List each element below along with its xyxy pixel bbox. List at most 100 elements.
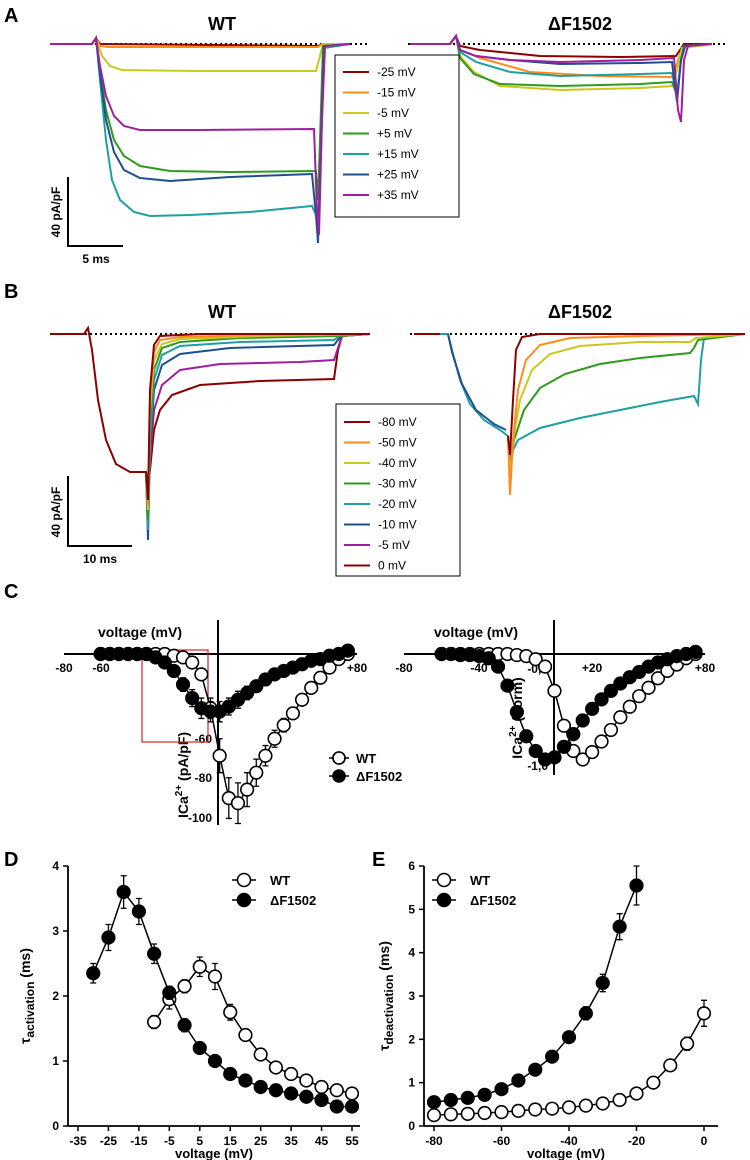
data-point: [116, 884, 131, 900]
panel-d-xtick-label: -15: [130, 1134, 148, 1148]
data-point: [490, 659, 506, 674]
data-point: [344, 1099, 360, 1114]
panel-d-xtick-label: -25: [100, 1134, 118, 1148]
panel-e-xlabel: voltage (mV): [527, 1146, 605, 1160]
panel-b-legend-label: -50 mV: [378, 436, 417, 450]
panel-d-xtick-label: -5: [164, 1134, 175, 1148]
data-point: [460, 1090, 475, 1105]
trace-b-mut-minus30: [507, 333, 746, 466]
panel-b-wt-traces: [50, 325, 371, 541]
panel-b-legend: -80 mV -50 mV -40 mV -30 mV -20 mV -10 mV -5 m…: [335, 403, 461, 577]
panel-b-legend-label: -10 mV: [378, 518, 417, 532]
data-point: [304, 680, 319, 696]
panel-a-scale-x-label: 5 ms: [82, 252, 110, 266]
data-point: [443, 1107, 458, 1122]
data-point: [443, 1092, 458, 1108]
data-point: [528, 743, 543, 759]
trace-b-wt-0: [50, 325, 371, 489]
panel-a-title-mutant: ΔF1502: [548, 14, 612, 34]
panel-e-plot: [426, 865, 712, 1123]
data-point: [276, 718, 291, 733]
data-point: [344, 1086, 360, 1101]
data-point: [650, 671, 666, 686]
panel-e-ylabel: τdeactivation (ms): [376, 941, 396, 1051]
panel-b-legend-label: -40 mV: [378, 456, 417, 470]
panel-a-scale-bar: 40 pA/pF 5 ms: [49, 177, 123, 266]
panel-e-xtick-label: 0: [701, 1134, 708, 1148]
panel-a-legend-label: +5 mV: [377, 127, 412, 141]
panel-e-xtick-label: -60: [493, 1134, 511, 1148]
panel-d-xtick-label: 55: [345, 1134, 359, 1148]
data-point: [545, 1101, 560, 1116]
data-point: [267, 731, 282, 746]
panel-c-right-axis-title: voltage (mV): [434, 624, 518, 640]
panel-b-title-wt: WT: [208, 302, 236, 322]
data-point: [223, 1066, 238, 1082]
data-point: [258, 748, 273, 763]
panel-letter-b: B: [4, 281, 18, 303]
panel-c-left-ytick-minus60: -60: [195, 732, 213, 746]
data-point: [329, 1099, 344, 1114]
data-point: [561, 1100, 577, 1115]
data-point: [556, 718, 572, 733]
data-point: [284, 1066, 299, 1082]
panel-a-wt-traces: [50, 35, 351, 244]
data-point: [547, 750, 562, 765]
data-point: [177, 1018, 192, 1033]
data-point: [426, 1108, 442, 1123]
data-point: [147, 946, 162, 961]
data-point: [268, 1083, 283, 1098]
panel-c-legend-mutant: ΔF1502: [356, 769, 402, 784]
panel-a-legend-label: -15 mV: [377, 86, 416, 100]
data-point: [603, 722, 619, 738]
data-point: [632, 689, 647, 704]
data-point: [340, 643, 355, 658]
panel-d-xlabel: voltage (mV): [175, 1146, 253, 1160]
panel-d-legend: WT ΔF1502: [232, 872, 316, 908]
panel-c-left-xtick-plus80: +80: [347, 661, 368, 675]
panel-e-ytick-label: 3: [408, 989, 415, 1003]
panel-d-xtick-label: 45: [315, 1134, 329, 1148]
trace-b-wt-minus80: [145, 333, 370, 501]
data-point: [477, 1087, 492, 1102]
panel-b-scale-y-label: 40 pA/pF: [49, 487, 63, 538]
panel-a-legend: -25 mV -15 mV -5 mV +5 mV +15 mV +25 mV +35 mV: [334, 54, 460, 218]
panel-e-ytick-label: 5: [408, 902, 415, 916]
panel-b-title-mutant: ΔF1502: [548, 302, 612, 322]
data-point: [185, 655, 200, 670]
panel-a-title-wt: WT: [208, 14, 236, 34]
series-line: [100, 653, 349, 805]
data-point: [185, 690, 200, 706]
data-point: [500, 678, 515, 693]
data-point: [314, 1079, 329, 1095]
data-point: [578, 1006, 593, 1021]
data-point: [253, 1047, 268, 1062]
panel-c-left-xtick-minus60: -60: [92, 661, 110, 675]
data-point: [603, 683, 619, 699]
panel-b-scale-x-label: 10 ms: [83, 552, 117, 566]
trace-a-mut-plus35: [410, 33, 713, 123]
data-point: [223, 1005, 238, 1020]
panel-d-ytick-label: 2: [52, 989, 59, 1003]
data-point: [595, 1096, 610, 1111]
panel-e-ytick-label: 2: [408, 1032, 415, 1046]
data-point: [157, 655, 172, 670]
data-point: [285, 706, 301, 721]
data-point: [166, 663, 181, 679]
data-point: [268, 1060, 283, 1075]
data-point: [613, 710, 628, 725]
data-point: [238, 1027, 253, 1043]
data-point: [477, 1105, 492, 1121]
trace-a-wt-plus35: [50, 35, 351, 236]
data-point: [561, 1030, 577, 1045]
panel-e-ytick-label: 4: [408, 946, 415, 960]
panel-d-ytick-label: 4: [52, 859, 59, 873]
trace-b-mut-minus50: [507, 333, 746, 496]
data-point: [528, 652, 543, 667]
data-point: [314, 1092, 329, 1108]
data-point: [207, 1053, 223, 1069]
panel-letter-a: A: [4, 5, 18, 27]
data-point: [481, 651, 496, 666]
panel-a-legend-label: +15 mV: [377, 147, 419, 161]
